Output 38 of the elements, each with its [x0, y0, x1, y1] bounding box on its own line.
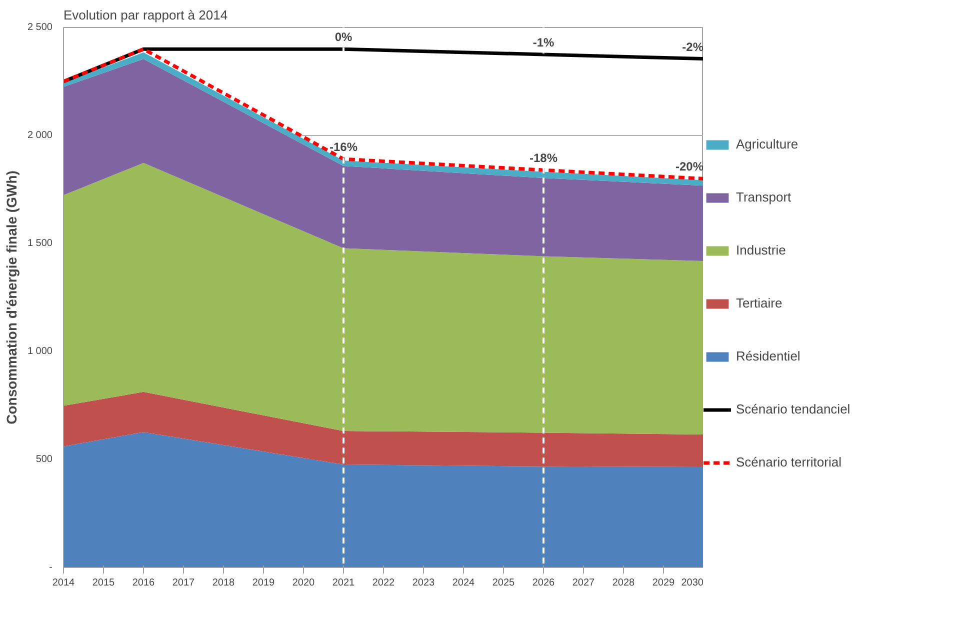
annotation: -20%: [675, 160, 704, 174]
annotation: 0%: [334, 30, 352, 44]
y-tick-label: 2 500: [27, 22, 53, 33]
x-tick-label: 2018: [212, 578, 236, 588]
x-tick-label: 2015: [92, 578, 116, 588]
legend-label: Tertiaire: [736, 296, 782, 310]
x-tick-label: 2023: [412, 578, 436, 588]
x-tick-label: 2030: [681, 578, 704, 588]
x-tick-label: 2020: [292, 578, 316, 588]
legend-label: Scénario territorial: [736, 454, 842, 470]
x-tick-label: 2029: [652, 578, 676, 588]
x-tick-label: 2019: [252, 578, 276, 588]
y-tick-label: 2 000: [27, 130, 53, 141]
text: Evolution par rapport à 2014: [64, 8, 228, 22]
x-tick-label: 2024: [452, 578, 476, 588]
x-tick-label: 2014: [52, 578, 76, 588]
y-tick-label: -: [49, 562, 53, 573]
y-axis-title: Consommation d'énergie finale (GWh): [3, 170, 20, 424]
x-tick-label: 2028: [612, 578, 636, 588]
legend-label: Scénario tendanciel: [736, 402, 850, 416]
x-tick-label: 2026: [532, 578, 556, 588]
legend-label: Industrie: [736, 242, 786, 258]
annotation: -2%: [682, 40, 704, 54]
x-tick-label: 2025: [492, 578, 516, 588]
annotation: -16%: [329, 140, 358, 154]
annotation: -18%: [529, 151, 558, 166]
legend-label: Transport: [736, 190, 792, 204]
y-tick-label: 1 500: [27, 238, 53, 249]
y-tick-label: 1 000: [27, 346, 53, 357]
legend-label: Agriculture: [736, 136, 798, 152]
annotation: -1%: [532, 36, 554, 50]
x-tick-label: 2027: [572, 578, 596, 588]
x-tick-label: 2021: [332, 578, 356, 588]
x-tick-label: 2017: [172, 578, 196, 588]
legend-label: Résidentiel: [736, 348, 800, 364]
x-tick-label: 2022: [372, 578, 396, 588]
y-tick-label: 500: [36, 454, 53, 465]
x-tick-label: 2016: [132, 578, 156, 588]
